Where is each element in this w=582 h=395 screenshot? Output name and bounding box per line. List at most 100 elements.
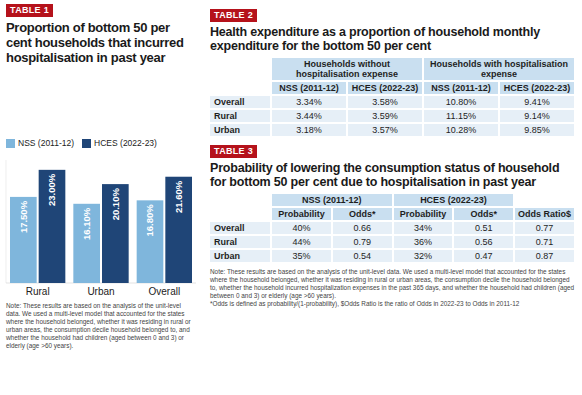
bar bbox=[165, 177, 192, 283]
column-header: Odds* bbox=[333, 208, 392, 220]
group-header-row: Households without hospitalisation expen… bbox=[210, 58, 574, 80]
table-cell: 0.56 bbox=[454, 236, 513, 248]
table-cell: 0.66 bbox=[333, 222, 392, 234]
column-header: Probability bbox=[394, 208, 453, 220]
bar bbox=[39, 170, 66, 283]
column-header: Probability bbox=[272, 208, 331, 220]
data-label: 16.80% bbox=[145, 204, 156, 237]
table-cell: 3.34% bbox=[272, 96, 346, 108]
page-body: {"chart_data": {"type": "bar", "title": … bbox=[0, 0, 582, 395]
table-cell: 36% bbox=[394, 236, 453, 248]
note: Note: These results are based on the ana… bbox=[210, 268, 578, 300]
row-label: Overall bbox=[210, 96, 270, 108]
badge: TABLE 3 bbox=[210, 145, 257, 158]
bar bbox=[137, 200, 164, 283]
row-label: Overall bbox=[210, 222, 270, 234]
corner-cell bbox=[210, 194, 270, 220]
legend-swatch bbox=[6, 139, 15, 148]
group-header: Households without hospitalisation expen… bbox=[272, 58, 422, 80]
table-cell: 0.71 bbox=[515, 236, 574, 248]
data-labels: 17.50% 16.10% 16.80% 23.00% 20.10% 21.60% bbox=[18, 173, 184, 240]
table-cell: 44% bbox=[272, 236, 331, 248]
page: TABLE 1 Proportion of bottom 50 per cent … bbox=[0, 0, 582, 395]
group-header-row: NSS (2011-12)HCES (2022-23) bbox=[210, 194, 574, 206]
data-label: 16.10% bbox=[81, 207, 92, 240]
table-body: Households without hospitalisation expen… bbox=[210, 58, 574, 136]
group-header: NSS (2011-12) bbox=[272, 194, 392, 206]
table-cell: 10.28% bbox=[424, 124, 498, 136]
table-row: Rural3.44%3.59%11.15%9.14% bbox=[210, 110, 574, 122]
column-header: HCES (2022-23) bbox=[500, 82, 574, 94]
column-header: NSS (2011-12) bbox=[272, 82, 346, 94]
table-row: Overall40%0.6634%0.510.77 bbox=[210, 222, 574, 234]
column-header: Odds* bbox=[454, 208, 513, 220]
table-cell: 3.44% bbox=[272, 110, 346, 122]
table-cell: 0.47 bbox=[454, 250, 513, 262]
table-cell: 0.79 bbox=[333, 236, 392, 248]
table-cell: 34% bbox=[394, 222, 453, 234]
column-header: HCES (2022-23) bbox=[348, 82, 422, 94]
group-header bbox=[515, 194, 574, 206]
bar bbox=[10, 197, 37, 283]
badge: TABLE 2 bbox=[210, 9, 257, 22]
category-label: Rural bbox=[26, 286, 50, 297]
chart-svg: 17.50% 16.10% 16.80% 23.00% 20.10% 21.60% Rura… bbox=[0, 150, 200, 300]
table-cell: 9.85% bbox=[500, 124, 574, 136]
table-row: Rural44%0.7936%0.560.71 bbox=[210, 236, 574, 248]
table-cell: 9.14% bbox=[500, 110, 574, 122]
legend: NSS (2011-12) HCES (2022-23) bbox=[6, 138, 198, 148]
table-cell: 3.18% bbox=[272, 124, 346, 136]
table-cell: 10.80% bbox=[424, 96, 498, 108]
legend-item: NSS (2011-12) bbox=[6, 138, 74, 148]
row-label: Rural bbox=[210, 236, 270, 248]
row-label: Urban bbox=[210, 250, 270, 262]
chart-title: Proportion of bottom 50 per cent househo… bbox=[6, 20, 198, 65]
table-cell: 0.77 bbox=[515, 222, 574, 234]
group-header: HCES (2022-23) bbox=[394, 194, 514, 206]
table-row: Urban35%0.5432%0.470.87 bbox=[210, 250, 574, 262]
data-table: NSS (2011-12)HCES (2022-23)ProbabilityOd… bbox=[208, 192, 576, 264]
group-header: Households with hospitalisation expense bbox=[424, 58, 574, 80]
bar bbox=[73, 204, 100, 283]
table-cell: 40% bbox=[272, 222, 331, 234]
table-row: Urban3.18%3.57%10.28%9.85% bbox=[210, 124, 574, 136]
table-row: Overall3.34%3.58%10.80%9.41% bbox=[210, 96, 574, 108]
column-header: Odds Ratio$ bbox=[515, 208, 574, 220]
row-label: Urban bbox=[210, 124, 270, 136]
legend-label: NSS (2011-12) bbox=[18, 138, 74, 148]
table-panel: TABLE 2 Health expenditure as a proportio… bbox=[210, 4, 578, 138]
table-title: Health expenditure as a proportion of ho… bbox=[210, 25, 578, 53]
table-cell: 35% bbox=[272, 250, 331, 262]
corner-cell bbox=[210, 58, 270, 94]
data-label: 17.50% bbox=[18, 200, 29, 233]
table-cell: 0.51 bbox=[454, 222, 513, 234]
row-label: Rural bbox=[210, 110, 270, 122]
table-cell: 0.54 bbox=[333, 250, 392, 262]
legend-swatch bbox=[82, 139, 91, 148]
table-cell: 3.59% bbox=[348, 110, 422, 122]
table-cell: 0.87 bbox=[515, 250, 574, 262]
table-cell: 3.57% bbox=[348, 124, 422, 136]
category-label: Urban bbox=[87, 286, 114, 297]
table-cell: 32% bbox=[394, 250, 453, 262]
table-cell: 9.41% bbox=[500, 96, 574, 108]
footnote: *Odds is defined as probability/(1-proba… bbox=[210, 300, 578, 308]
data-label: 20.10% bbox=[110, 188, 121, 221]
data-label: 23.00% bbox=[47, 173, 58, 206]
column-header: NSS (2011-12) bbox=[424, 82, 498, 94]
data-table: Households without hospitalisation expen… bbox=[208, 56, 576, 138]
bar bbox=[102, 184, 129, 283]
table-title: Probability of lowering the consumption … bbox=[210, 161, 578, 189]
table-cell: 3.58% bbox=[348, 96, 422, 108]
legend-item: HCES (2022-23) bbox=[82, 138, 157, 148]
legend-label: HCES (2022-23) bbox=[94, 138, 157, 148]
table-body: NSS (2011-12)HCES (2022-23)ProbabilityOd… bbox=[210, 194, 574, 262]
table-cell: 11.15% bbox=[424, 110, 498, 122]
data-label: 21.60% bbox=[173, 180, 184, 213]
table-panel: TABLE 3 Probability of lowering the consu… bbox=[210, 140, 578, 308]
badge: TABLE 1 bbox=[6, 4, 53, 17]
axis-line bbox=[6, 160, 7, 283]
bars bbox=[10, 170, 192, 283]
category-label: Overall bbox=[148, 286, 180, 297]
note: Note: These results are based on the ana… bbox=[6, 302, 196, 350]
